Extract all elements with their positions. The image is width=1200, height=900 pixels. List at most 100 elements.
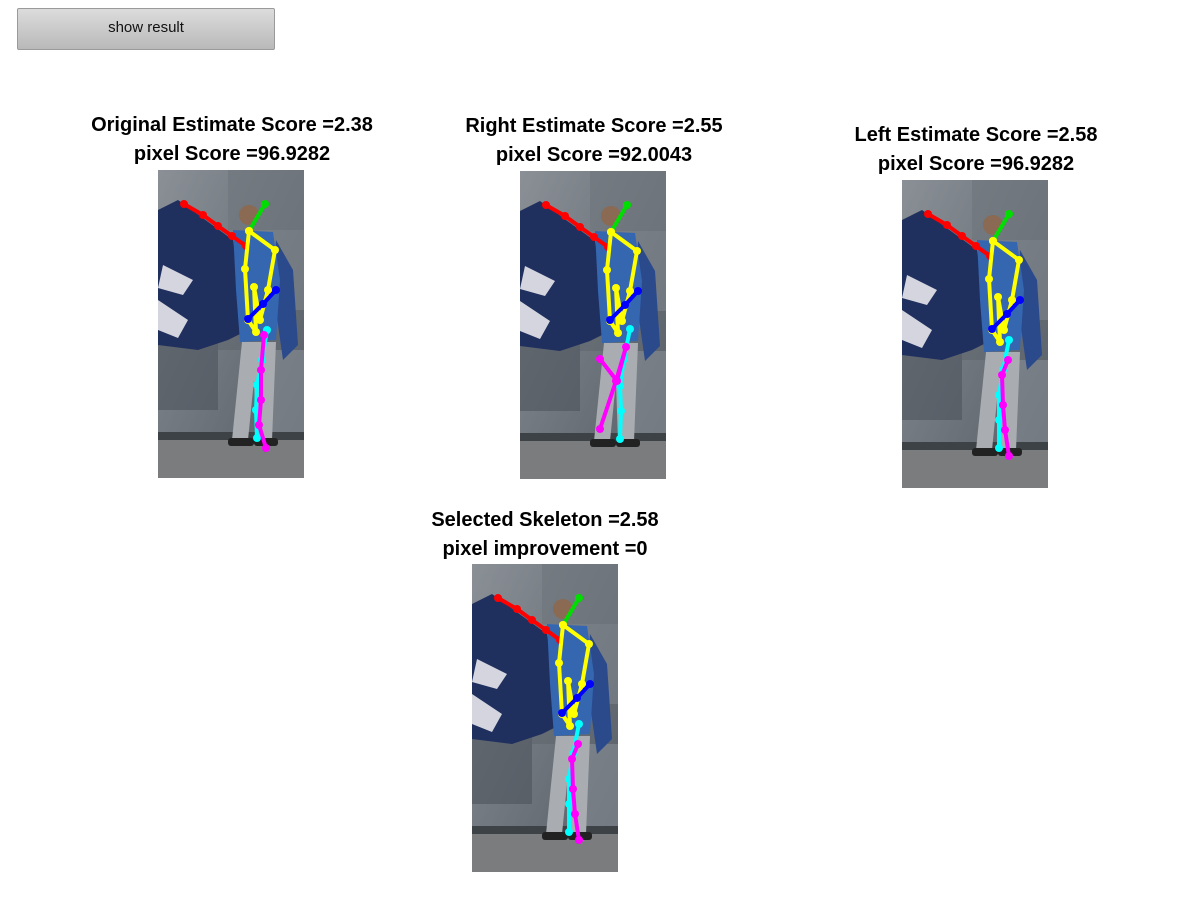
- skeleton-leg-b-joint: [1005, 452, 1013, 460]
- skeleton-torso-joint: [566, 722, 574, 730]
- skeleton-leg-b-joint: [596, 425, 604, 433]
- skeleton-leg-a-joint: [995, 416, 1003, 424]
- skeleton-leg-a-joint: [626, 325, 634, 333]
- skeleton-leg-b-joint: [569, 785, 577, 793]
- skeleton-arm-left-joint: [621, 301, 629, 309]
- skeleton-torso-joint: [564, 677, 572, 685]
- skeleton-head-line: [561, 596, 581, 627]
- skeleton-arm-right-joint: [958, 232, 966, 240]
- skeleton-arm-right-joint: [214, 222, 222, 230]
- skeleton-arm-left-joint: [244, 315, 252, 323]
- skeleton-torso-joint: [996, 338, 1004, 346]
- left-estimate-title: Left Estimate Score =2.58 pixel Score =9…: [834, 121, 1118, 179]
- skeleton-torso-joint: [626, 287, 634, 295]
- skeleton-leg-b-joint: [571, 810, 579, 818]
- skeleton-arm-right-joint: [228, 232, 236, 240]
- skeleton-arm-left-joint: [558, 709, 566, 717]
- skeleton-torso-joint: [994, 293, 1002, 301]
- skeleton-leg-a-joint: [565, 828, 573, 836]
- skeleton-leg-b-joint: [255, 421, 263, 429]
- skeleton-leg-a-joint: [575, 720, 583, 728]
- skeleton-arm-right-joint: [542, 201, 550, 209]
- skeleton-arm-right-joint: [561, 212, 569, 220]
- skeleton-torso-joint: [256, 316, 264, 324]
- skeleton-torso-joint: [555, 659, 563, 667]
- show-result-button[interactable]: show result: [17, 8, 275, 50]
- skeleton-torso-joint: [607, 228, 615, 236]
- skeleton-leg-b-joint: [999, 401, 1007, 409]
- skeleton-leg-b-joint: [568, 755, 576, 763]
- skeleton-arm-right-joint: [513, 605, 521, 613]
- skeleton-leg-a-joint: [995, 444, 1003, 452]
- skeleton-leg-b-joint: [257, 366, 265, 374]
- skeleton-head-joint: [623, 201, 631, 209]
- left-estimate-score: Left Estimate Score =2.58: [854, 124, 1098, 146]
- right-estimate-score: Right Estimate Score =2.55: [465, 115, 723, 137]
- selected-skeleton-score: Selected Skeleton =2.58: [431, 509, 659, 531]
- skeleton-arm-right-joint: [972, 242, 980, 250]
- skeleton-arm-left-joint: [606, 316, 614, 324]
- skeleton-leg-b-joint: [574, 740, 582, 748]
- selected-skeleton-title: Selected Skeleton =2.58 pixel improvemen…: [410, 506, 680, 564]
- selected-skeleton-pose-image: [472, 564, 618, 872]
- skeleton-leg-b-joint: [262, 444, 270, 452]
- skeleton-leg-b-joint: [257, 396, 265, 404]
- skeleton-arm-right-joint: [199, 211, 207, 219]
- skeleton-arm-left-joint: [259, 300, 267, 308]
- left-estimate-pixel-score: pixel Score =96.9282: [877, 153, 1075, 175]
- skeleton-arm-right-joint: [528, 616, 536, 624]
- skeleton-arm-left-joint: [586, 680, 594, 688]
- skeleton-leg-b-joint: [1001, 426, 1009, 434]
- skeleton-leg-a-joint: [565, 800, 573, 808]
- skeleton-torso-joint: [241, 265, 249, 273]
- skeleton-torso-joint: [1000, 326, 1008, 334]
- left-estimate-pose-image: [902, 180, 1048, 488]
- original-estimate-score: Original Estimate Score =2.38: [91, 114, 373, 136]
- skeleton-arm-left-joint: [1003, 310, 1011, 318]
- skeleton-torso-joint: [612, 284, 620, 292]
- skeleton-torso-joint: [252, 328, 260, 336]
- skeleton-torso-joint: [989, 237, 997, 245]
- skeleton-torso-joint: [603, 266, 611, 274]
- skeleton-leg-b-joint: [612, 377, 620, 385]
- right-estimate-pose-image: [520, 171, 666, 479]
- skeleton-arm-right-joint: [180, 200, 188, 208]
- skeleton-leg-b-joint: [596, 355, 604, 363]
- skeleton-torso-joint: [559, 621, 567, 629]
- skeleton-leg-a-joint: [616, 435, 624, 443]
- skeleton-leg-a-joint: [1005, 336, 1013, 344]
- skeleton-torso-joint: [578, 680, 586, 688]
- skeleton-head-line: [609, 203, 629, 234]
- original-estimate-title: Original Estimate Score =2.38 pixel Scor…: [70, 111, 394, 169]
- skeleton-leg-a-joint: [253, 434, 261, 442]
- skeleton-arm-right-joint: [576, 223, 584, 231]
- skeleton-head-joint: [575, 594, 583, 602]
- skeleton-torso-joint: [271, 246, 279, 254]
- original-estimate-pixel-score: pixel Score =96.9282: [133, 143, 331, 165]
- original-estimate-pose-image: [158, 170, 304, 478]
- skeleton-head-line: [247, 202, 267, 233]
- skeleton-torso-joint: [614, 329, 622, 337]
- skeleton-torso-joint: [264, 286, 272, 294]
- skeleton-torso-joint: [585, 640, 593, 648]
- skeleton-leg-a-joint: [252, 406, 260, 414]
- selected-skeleton-pixel-improvement: pixel improvement =0: [442, 538, 648, 560]
- skeleton-arm-left-joint: [272, 286, 280, 294]
- skeleton-torso-joint: [1008, 296, 1016, 304]
- skeleton-leg-b-joint: [575, 836, 583, 844]
- skeleton-arm-right-joint: [924, 210, 932, 218]
- skeleton-leg-b-joint: [998, 371, 1006, 379]
- skeleton-arm-right-joint: [590, 233, 598, 241]
- skeleton-arm-right-joint: [542, 626, 550, 634]
- skeleton-leg-b-joint: [260, 331, 268, 339]
- skeleton-arm-left-joint: [988, 325, 996, 333]
- right-estimate-pixel-score: pixel Score =92.0043: [495, 144, 693, 166]
- skeleton-head-joint: [261, 200, 269, 208]
- skeleton-arm-left-joint: [634, 287, 642, 295]
- skeleton-torso-joint: [245, 227, 253, 235]
- skeleton-leg-b-joint: [622, 343, 630, 351]
- right-estimate-title: Right Estimate Score =2.55 pixel Score =…: [444, 112, 744, 170]
- skeleton-arm-right-joint: [494, 594, 502, 602]
- skeleton-arm-right-joint: [943, 221, 951, 229]
- skeleton-torso-joint: [570, 710, 578, 718]
